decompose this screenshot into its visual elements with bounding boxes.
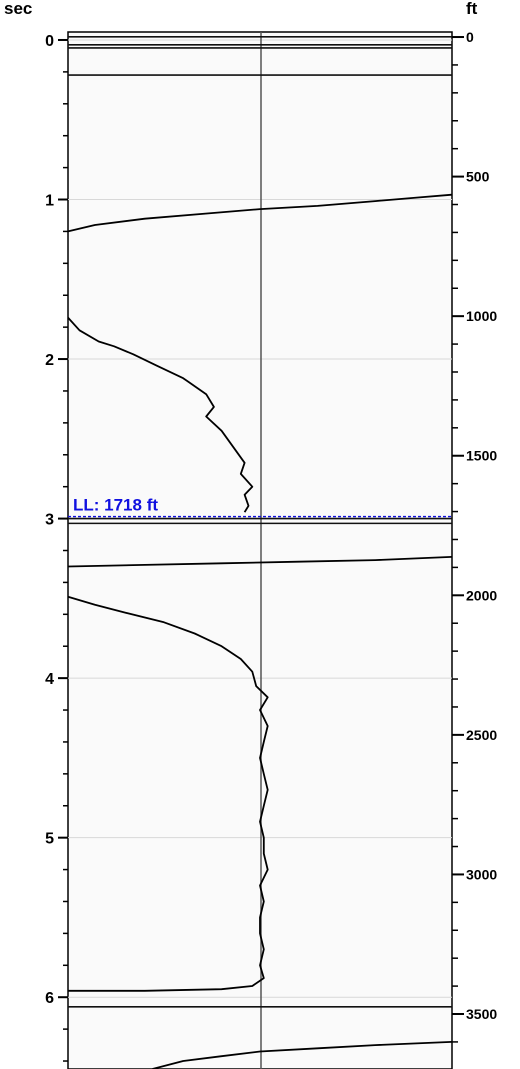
series-group (67, 193, 453, 1069)
series-line-5 (152, 1041, 453, 1069)
left-tick-label: 0 (45, 33, 54, 50)
ll-marker: LL: 1718 ft (68, 496, 452, 518)
left-axis: 0 1 2 3 4 5 6 (45, 33, 68, 1062)
left-tick-label: 2 (45, 352, 54, 369)
right-tick-label: 500 (466, 169, 490, 185)
left-axis-unit: sec (4, 0, 32, 18)
left-tick-label: 5 (45, 831, 54, 848)
right-tick-label: 2000 (466, 587, 497, 603)
right-tick-label: 3000 (466, 866, 497, 882)
plot-area (67, 31, 453, 1069)
right-tick-label: 1500 (466, 448, 497, 464)
left-tick-label: 6 (45, 990, 54, 1007)
right-tick-label: 2500 (466, 727, 497, 743)
left-tick-label: 4 (45, 671, 54, 688)
right-axis: 0 500 1000 1500 2000 2500 3000 3500 (452, 29, 497, 1043)
series-line-3 (67, 556, 453, 568)
right-tick-label: 1000 (466, 308, 497, 324)
left-tick-label: 3 (45, 512, 54, 529)
right-tick-label: 0 (466, 29, 474, 45)
right-tick-label: 3500 (466, 1006, 497, 1022)
series-line-4 (67, 595, 269, 992)
series-line-2 (67, 316, 254, 513)
right-axis-unit: ft (466, 0, 478, 18)
series-line-1 (67, 193, 453, 233)
left-tick-label: 1 (45, 193, 54, 210)
horizontal-lines (68, 35, 452, 1008)
ll-marker-label: LL: 1718 ft (73, 496, 158, 515)
